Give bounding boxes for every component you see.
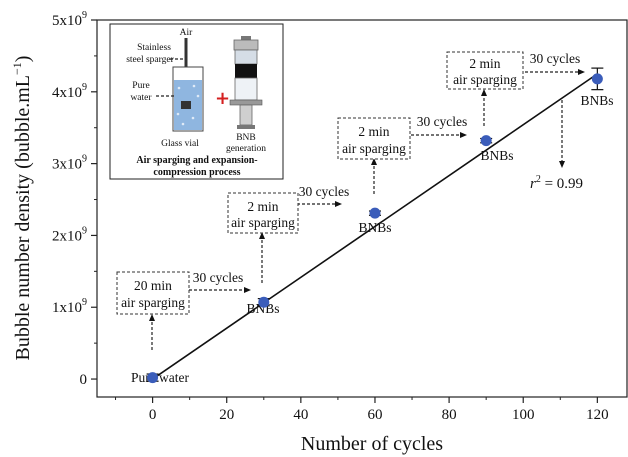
svg-text:air sparging: air sparging <box>453 72 517 87</box>
x-tick-label: 20 <box>219 407 234 423</box>
y-tick-label: 3x109 <box>52 154 87 173</box>
data-point <box>369 207 381 219</box>
annotation-arrowheads <box>149 69 585 321</box>
sparger-head <box>181 101 191 109</box>
data-point <box>591 73 603 85</box>
x-tick-label: 120 <box>586 407 609 423</box>
bubbles <box>176 84 200 126</box>
plot-area <box>96 19 628 398</box>
x-tick-label: 80 <box>442 407 457 423</box>
svg-text:2 min: 2 min <box>358 124 389 139</box>
y-tick-label: 2x109 <box>52 225 87 244</box>
inset-water-label-1: Pure <box>132 81 149 91</box>
point-label-bnbs-2: BNBs <box>358 220 391 235</box>
annotation-connectors <box>151 71 570 350</box>
x-axis-label: Number of cycles <box>301 433 443 455</box>
y-tick-label: 1x109 <box>52 297 87 316</box>
data-points <box>146 67 604 384</box>
inset-air-label: Air <box>180 28 194 38</box>
svg-text:air sparging: air sparging <box>231 215 295 230</box>
y-tick-label: 0 <box>80 372 88 388</box>
step-box-3: 2 min air sparging <box>337 117 411 160</box>
inset-caption-2: compression process <box>153 167 240 178</box>
inset-sparger-label-2: steel sparger <box>126 55 174 65</box>
inset-schematic: Air Stainless steel sparger Pure water G… <box>109 23 284 180</box>
y-axis: 0 1x109 2x109 3x109 4x109 5x109 <box>52 10 97 388</box>
x-tick-label: 40 <box>293 407 308 423</box>
syringe-icon <box>229 36 263 129</box>
data-point <box>258 296 270 308</box>
x-tick-label: 60 <box>367 407 382 423</box>
plus-icon: + <box>215 88 230 109</box>
y-tick-label: 5x109 <box>52 10 87 29</box>
cycle-label-1: 30 cycles <box>193 270 244 285</box>
x-axis: 0 20 40 60 80 100 120 <box>115 397 609 423</box>
svg-text:2 min: 2 min <box>469 56 500 71</box>
svg-text:air sparging: air sparging <box>121 295 185 310</box>
y-tick-label: 4x109 <box>52 82 87 101</box>
svg-text:2 min: 2 min <box>247 199 278 214</box>
svg-text:air sparging: air sparging <box>342 141 406 156</box>
data-point <box>480 135 492 147</box>
inset-sparger-label-1: Stainless <box>137 43 171 53</box>
step-box-2: 2 min air sparging <box>227 192 299 234</box>
point-label-bnbs-3: BNBs <box>480 148 513 163</box>
cycle-label-4: 30 cycles <box>530 51 581 66</box>
point-label-pure-water: Pure water <box>131 370 190 385</box>
r-squared-label: r2 = 0.99 <box>530 174 583 192</box>
point-label-bnbs-4: BNBs <box>580 93 613 108</box>
cycle-label-2: 30 cycles <box>299 184 350 199</box>
cycle-label-3: 30 cycles <box>417 114 468 129</box>
inset-water-label-2: water <box>130 93 152 103</box>
svg-text:20 min: 20 min <box>134 278 172 293</box>
step-box-1: 20 min air sparging <box>116 271 190 315</box>
point-label-bnbs-1: BNBs <box>246 301 279 316</box>
inset-bnb-label-1: BNB <box>236 133 256 143</box>
y-axis-label: Bubble number density (bubble.mL−1) <box>10 56 34 361</box>
data-point <box>147 372 159 384</box>
fit-line <box>152 73 598 380</box>
x-tick-label: 0 <box>149 407 157 423</box>
x-tick-label: 100 <box>512 407 535 423</box>
inset-caption-1: Air sparging and expansion- <box>136 155 257 166</box>
step-box-4: 2 min air sparging <box>446 51 524 90</box>
inset-bnb-label-2: generation <box>226 144 266 154</box>
inset-vial-label: Glass vial <box>161 139 199 149</box>
